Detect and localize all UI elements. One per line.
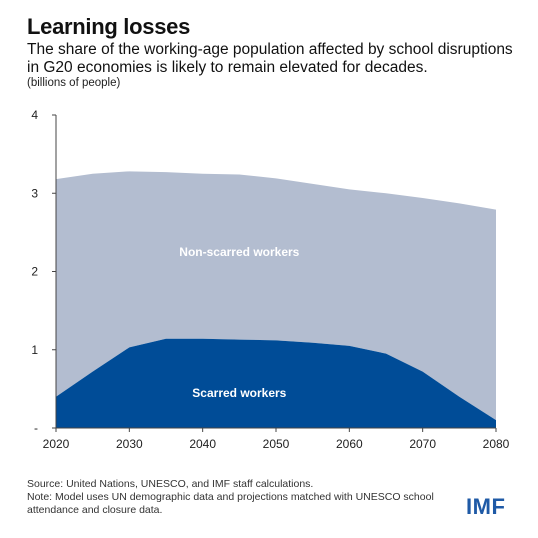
imf-logo: IMF [466, 494, 506, 519]
y-tick-label: - [34, 421, 38, 435]
y-tick-label: 2 [31, 265, 38, 279]
x-tick-label: 2020 [43, 437, 70, 451]
series-label-non-scarred-workers: Non-scarred workers [179, 245, 299, 259]
x-tick-label: 2030 [116, 437, 143, 451]
unit-label: (billions of people) [27, 77, 121, 89]
footer-notes: Source: United Nations, UNESCO, and IMF … [27, 478, 447, 517]
y-tick-label: 4 [31, 108, 38, 122]
y-tick-label: 1 [31, 343, 38, 357]
x-tick-label: 2060 [336, 437, 363, 451]
y-tick-label: 3 [31, 186, 38, 200]
model-note: Note: Model uses UN demographic data and… [27, 491, 434, 516]
source-note: Source: United Nations, UNESCO, and IMF … [27, 478, 314, 490]
x-tick-label: 2040 [189, 437, 216, 451]
chart-title: Learning losses [27, 14, 191, 39]
area-non-scarred-workers [56, 171, 496, 421]
area-scarred-workers [56, 338, 496, 428]
stacked-area-chart: - 1 2 3 4 2020 2030 2040 2050 2060 2070 2080 Non-sca… [31, 108, 510, 451]
chart-subtitle: The share of the working-age population … [27, 41, 513, 76]
x-tick-label: 2050 [263, 437, 290, 451]
series-label-scarred-workers: Scarred workers [192, 386, 286, 400]
x-tick-label: 2070 [409, 437, 436, 451]
x-tick-label: 2080 [483, 437, 510, 451]
